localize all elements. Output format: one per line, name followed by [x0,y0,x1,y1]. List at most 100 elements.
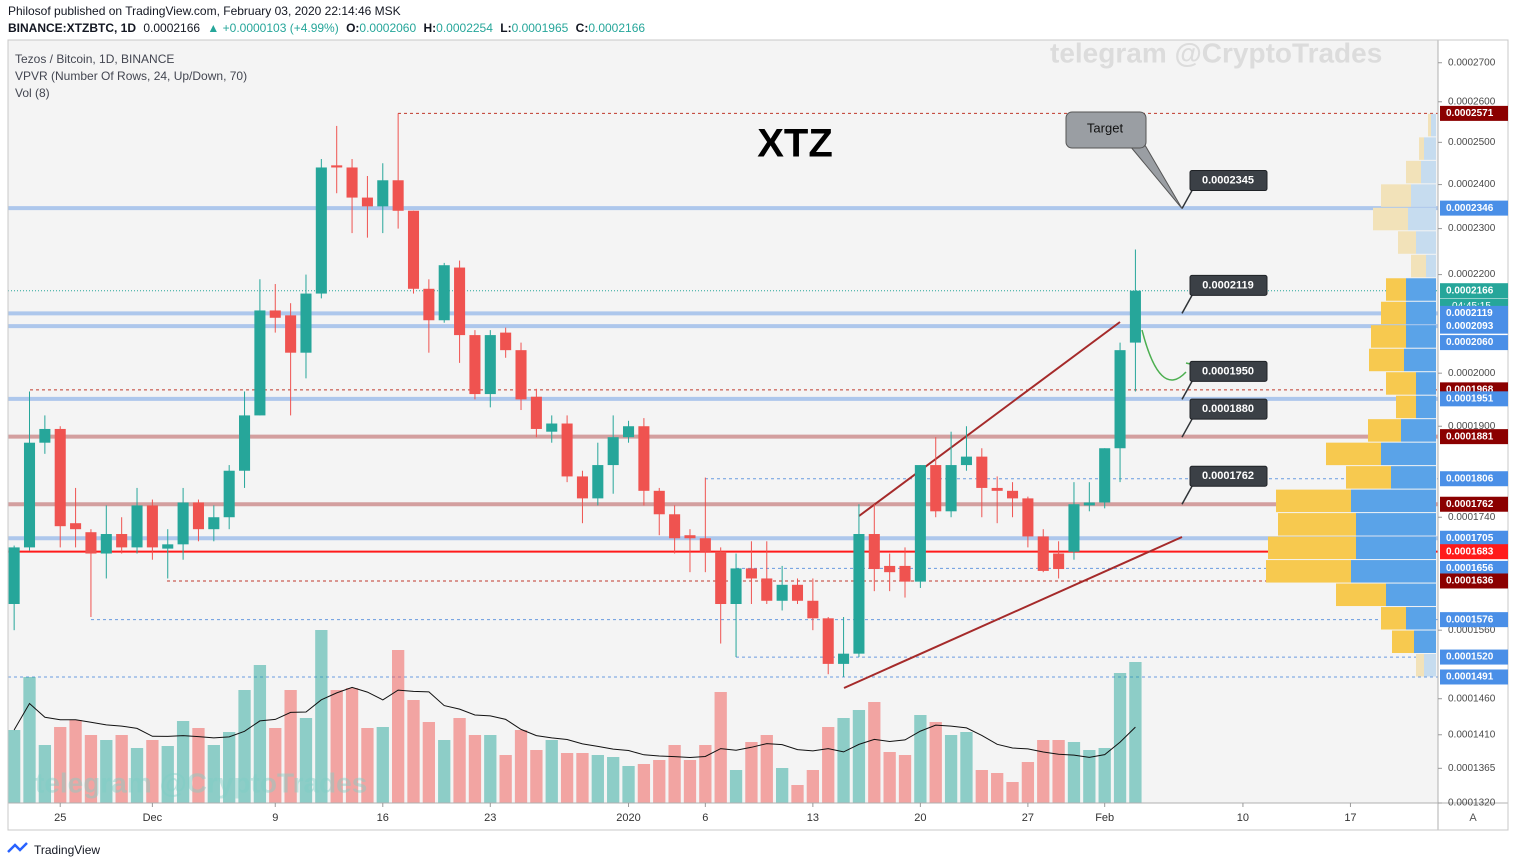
candle-body [223,470,235,518]
callout-label: 0.0001880 [1202,403,1254,415]
vpvr-down [1411,254,1426,278]
price-tag [1440,649,1508,665]
candle-body [346,167,358,198]
volume-bar [23,677,36,803]
candle-body [1037,536,1049,571]
volume-bar [607,757,620,803]
last-price: 0.0002166 [143,21,200,35]
price-tag-label: 0.0002571 [1446,108,1494,119]
candle-body [592,465,604,499]
ohlc-value: 0.0001965 [512,21,569,35]
candle-body [377,180,389,207]
volume-bar [192,728,205,803]
callout-box [1189,398,1268,420]
candle-body [576,476,588,499]
volume-bar [130,748,144,803]
volume-bar [975,770,988,803]
volume-bar [1067,742,1081,803]
callout-label: 0.0001762 [1202,470,1254,482]
legend-item[interactable]: Vol (8) [15,86,50,100]
callouts: 0.0002345 0.0002119 0.0001950 0.0001880 0.00… [1065,111,1268,505]
volume-bar [637,764,651,803]
volume-bar [407,700,420,803]
volume-bar [146,740,159,803]
vpvr-down [1336,583,1386,607]
vpvr-down [1381,184,1411,207]
callout-label: 0.0002119 [1202,279,1253,291]
volume-bar [8,730,21,803]
volume-bar [576,753,589,803]
x-tick-label: 17 [1344,812,1356,824]
volume-bar [330,690,343,803]
candle-body [1099,448,1111,503]
volume-bar [898,755,912,803]
candle-body [1114,350,1126,449]
volume-bar [376,727,389,803]
volume-bar [668,745,681,803]
candle-body [146,505,158,548]
volume-bar [453,718,466,803]
vpvr-down [1381,607,1406,630]
candle-body [745,568,757,579]
price-tag-label: 0.0001576 [1446,614,1494,625]
volume-bar [714,692,727,803]
brand[interactable]: TradingView [34,843,100,857]
x-tick-label: 27 [1022,812,1034,824]
candle-body [8,547,20,605]
symbol-line: BINANCE:XTZBTC, 1D 0.0002166 ▲ +0.000010… [8,21,645,35]
volume-bar [207,745,220,803]
callout-label: 0.0002345 [1202,174,1254,186]
price-tag [1440,544,1508,560]
volume-bar [100,740,113,803]
volume-bar [1021,762,1035,803]
callout-pointer [1181,418,1193,438]
candle-body [914,465,926,582]
candle-body [807,600,819,619]
candle-body [192,502,204,530]
volume-bar [54,727,67,803]
price-tag [1440,429,1508,445]
volume-bar [345,688,359,803]
candle-body [315,167,327,294]
candle-body [392,180,404,211]
price-tag-label: 0.0001881 [1446,431,1494,442]
watermark: telegram @CryptoTrades [35,767,367,798]
vpvr-down [1266,560,1351,583]
callout-box [1189,465,1268,487]
vpvr-up [1421,160,1436,184]
volume-bar [591,755,604,803]
legend-item[interactable]: Tezos / Bitcoin, 1D, BINANCE [15,52,174,66]
target-label: Target [1087,120,1124,135]
ohlc-label: C: [576,21,589,35]
volume-bar [791,785,804,803]
symbol: BINANCE:XTZBTC, 1D [8,21,136,35]
legend-item[interactable]: VPVR (Number Of Rows, 24, Up/Down, 70) [15,69,247,83]
scale-button[interactable]: A [1469,812,1477,824]
y-tick-label: 0.0001410 [1448,729,1496,740]
candle-body [638,426,650,491]
callout-box [1189,274,1268,296]
volume-bar [545,740,558,803]
ohlc-label: L: [500,21,511,35]
candle-body [85,532,97,554]
vpvr-up [1356,536,1436,560]
y-tick-label: 0.0001365 [1448,763,1496,774]
x-tick-label: Dec [143,812,163,824]
vpvr-down [1396,395,1416,419]
x-tick-label: 23 [484,812,496,824]
candle-body [162,544,174,549]
candle-body [1007,490,1019,499]
plot-area [8,40,1438,803]
candle-body [515,350,527,400]
candle-body [1083,502,1095,506]
price-tag-label: 0.0001683 [1446,546,1494,557]
price-tag [1440,612,1508,628]
candle-body [822,618,834,664]
published-line: Philosof published on TradingView.com, F… [8,4,401,18]
candle-body [407,210,420,289]
vpvr-down [1406,160,1421,184]
y-tick-label: 0.0002700 [1448,57,1496,68]
price-tag [1440,200,1508,216]
candle-body [23,442,36,548]
target-box [1065,111,1147,149]
